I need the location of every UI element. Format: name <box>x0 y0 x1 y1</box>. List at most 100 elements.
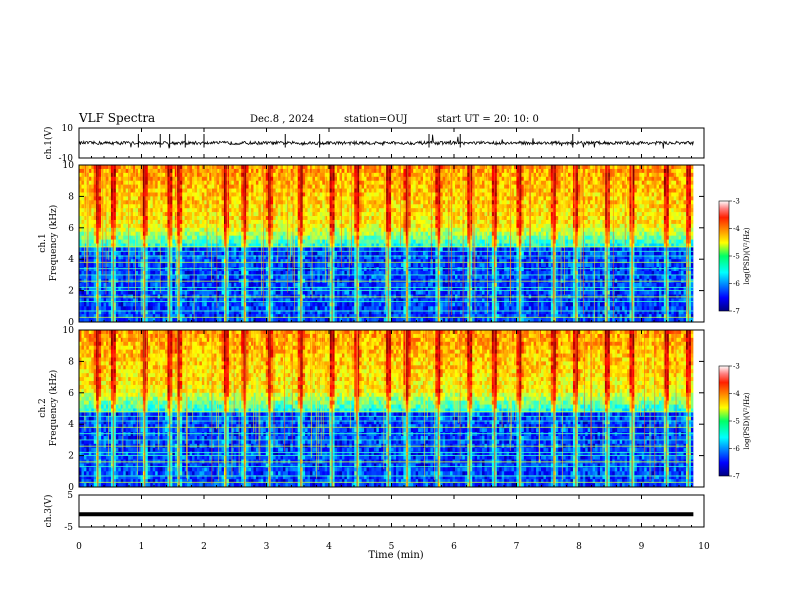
spectrogram-cell <box>160 180 163 186</box>
spectrogram-cell <box>93 314 97 319</box>
spectrogram-cell <box>165 302 168 307</box>
spectrogram-cell <box>300 231 304 237</box>
spectrogram-cell <box>172 216 176 221</box>
spectrogram-cell <box>83 306 87 311</box>
spectrogram-cell <box>238 263 242 268</box>
spectrogram-cell <box>371 282 375 288</box>
spectrogram-cell <box>179 274 183 280</box>
spectrogram-cell <box>184 274 188 280</box>
spectrogram-cell <box>231 251 235 256</box>
spectrogram-cell <box>280 282 284 288</box>
spectrogram-cell <box>373 200 377 205</box>
spectrogram-cell <box>103 310 107 315</box>
spectrogram-cell <box>204 298 208 303</box>
spectrogram-cell <box>334 239 338 244</box>
spectrogram-cell <box>236 223 240 229</box>
spectrogram-cell <box>273 208 276 213</box>
spectrogram-cell <box>263 176 267 182</box>
spectrogram-cell <box>361 314 365 319</box>
spectrogram-cell <box>125 235 129 240</box>
spectrogram-cell <box>364 212 367 217</box>
spectrogram-cell <box>228 188 232 193</box>
spectrogram-cell <box>310 184 313 189</box>
spectrogram-cell <box>160 290 163 295</box>
spectrogram-cell <box>341 243 345 248</box>
spectrogram-cell <box>251 204 254 209</box>
spectrogram-cell <box>145 231 149 237</box>
spectrogram-cell <box>165 298 168 303</box>
spectrogram-cell <box>214 255 218 260</box>
spectrogram-cell <box>137 255 141 260</box>
spectrogram-cell <box>81 306 85 311</box>
spectrogram-cell <box>192 204 195 209</box>
spectrogram-cell <box>147 302 151 307</box>
spectrogram-cell <box>128 176 132 182</box>
spectrogram-cell <box>349 263 353 268</box>
spectrogram-cell <box>233 282 237 288</box>
spectrogram-cell <box>201 172 205 178</box>
spectrogram-cell <box>155 196 159 201</box>
spectrogram-cell <box>155 251 159 256</box>
spectrogram-cell <box>98 172 102 178</box>
spectrogram-cell <box>314 259 318 264</box>
spectrogram-cell <box>317 263 321 268</box>
spectrogram-cell <box>86 290 90 295</box>
spectrogram-cell <box>373 208 377 213</box>
spectrogram-cell <box>226 212 230 217</box>
spectrogram-cell <box>356 180 360 186</box>
spectrogram-cell <box>339 219 343 225</box>
spectrogram-cell <box>184 255 188 260</box>
spectrogram-cell <box>182 314 186 319</box>
spectrogram-cell <box>287 231 291 237</box>
spectrogram-cell <box>115 270 119 276</box>
spectrogram-cell <box>295 231 299 237</box>
spectrogram-cell <box>196 318 200 323</box>
spectrogram-cell <box>221 200 225 205</box>
spectrogram-cell <box>359 216 363 221</box>
spectrogram-cell <box>349 302 353 307</box>
spectrogram-cell <box>231 306 235 311</box>
spectrogram-cell <box>83 314 87 319</box>
spectrogram-cell <box>344 290 348 295</box>
spectrogram-cell <box>319 310 323 315</box>
spectrogram-cell <box>118 259 122 264</box>
spectrogram-cell <box>157 267 161 272</box>
spectrogram-cell <box>337 314 340 319</box>
spectrogram-cell <box>160 310 163 315</box>
spectrogram-cell <box>287 286 291 292</box>
spectrogram-cell <box>287 216 291 221</box>
spectrogram-cell <box>162 239 166 244</box>
spectrogram-cell <box>368 184 372 189</box>
spectrogram-cell <box>265 267 269 272</box>
spectrogram-cell <box>135 204 139 209</box>
spectrogram-cell <box>351 184 355 189</box>
spectrogram-cell <box>364 172 367 178</box>
spectrogram-cell <box>248 263 252 268</box>
spectrogram-cell <box>255 290 259 295</box>
spectrogram-cell <box>201 306 205 311</box>
spectrogram-cell <box>196 314 200 319</box>
spectrogram-cell <box>332 223 335 229</box>
spectrogram-cell <box>228 216 232 221</box>
spectrogram-cell <box>319 263 323 268</box>
spectrogram-cell <box>123 298 127 303</box>
spectrogram-cell <box>135 243 139 248</box>
spectrogram-cell <box>93 251 97 256</box>
spectrogram-cell <box>184 204 188 209</box>
spectrogram-cell <box>118 204 122 209</box>
spectrogram-cell <box>314 216 318 221</box>
spectrogram-cell <box>322 298 326 303</box>
spectrogram-cell <box>118 255 122 260</box>
spectrogram-cell <box>155 227 159 233</box>
spectrogram-cell <box>157 223 161 229</box>
spectrogram-cell <box>199 251 203 256</box>
spectrogram-cell <box>324 310 328 315</box>
spectrogram-cell <box>282 286 286 292</box>
spectrogram-cell <box>236 216 240 221</box>
spectrogram-cell <box>209 176 213 182</box>
spectrogram-cell <box>160 165 163 170</box>
spectrogram-cell <box>253 247 257 252</box>
spectrogram-cell <box>280 231 284 237</box>
spectrogram-cell <box>373 263 377 268</box>
spectrogram-cell <box>228 227 232 233</box>
